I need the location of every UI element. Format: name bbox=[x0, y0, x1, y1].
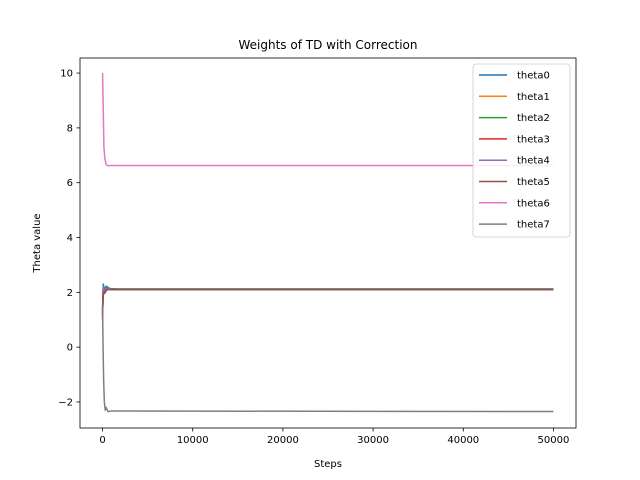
y-tick-label: 2 bbox=[67, 288, 73, 299]
y-tick-label: 6 bbox=[67, 178, 73, 189]
y-axis-ticks: −2 0 2 4 6 8 10 bbox=[58, 69, 80, 408]
x-tick-label: 0 bbox=[99, 435, 105, 446]
y-tick-label: 8 bbox=[67, 123, 73, 134]
legend-label-theta4: theta4 bbox=[517, 156, 550, 167]
y-tick-label: 4 bbox=[67, 233, 73, 244]
x-tick-label: 10000 bbox=[177, 435, 209, 446]
legend-box bbox=[472, 63, 571, 238]
series-line-theta5 bbox=[101, 288, 554, 309]
legend-label-theta5: theta5 bbox=[517, 177, 550, 188]
x-tick-label: 30000 bbox=[357, 435, 389, 446]
plot-lines bbox=[101, 73, 554, 413]
x-tick-label: 40000 bbox=[447, 435, 479, 446]
y-tick-label: 0 bbox=[67, 343, 73, 354]
series-line-theta7 bbox=[101, 306, 554, 413]
y-axis-label: Theta value bbox=[32, 213, 43, 273]
legend-label-theta7: theta7 bbox=[517, 220, 550, 231]
x-tick-label: 50000 bbox=[538, 435, 570, 446]
legend: theta0 theta1 theta2 theta3 theta4 theta5 thet… bbox=[472, 63, 571, 238]
x-axis-label: Steps bbox=[314, 459, 342, 470]
plot-frame bbox=[79, 57, 577, 429]
legend-label-theta1: theta1 bbox=[517, 92, 550, 103]
x-axis-ticks: 0 10000 20000 30000 40000 50000 bbox=[99, 428, 569, 446]
x-tick-label: 20000 bbox=[267, 435, 299, 446]
chart-title: Weights of TD with Correction bbox=[239, 38, 418, 52]
series-line-theta6 bbox=[101, 73, 554, 167]
legend-label-theta3: theta3 bbox=[517, 134, 550, 145]
y-tick-label: 10 bbox=[60, 69, 73, 80]
legend-label-theta6: theta6 bbox=[517, 198, 550, 209]
y-tick-label: −2 bbox=[58, 397, 73, 408]
legend-label-theta0: theta0 bbox=[517, 71, 550, 82]
legend-label-theta2: theta2 bbox=[517, 113, 550, 124]
